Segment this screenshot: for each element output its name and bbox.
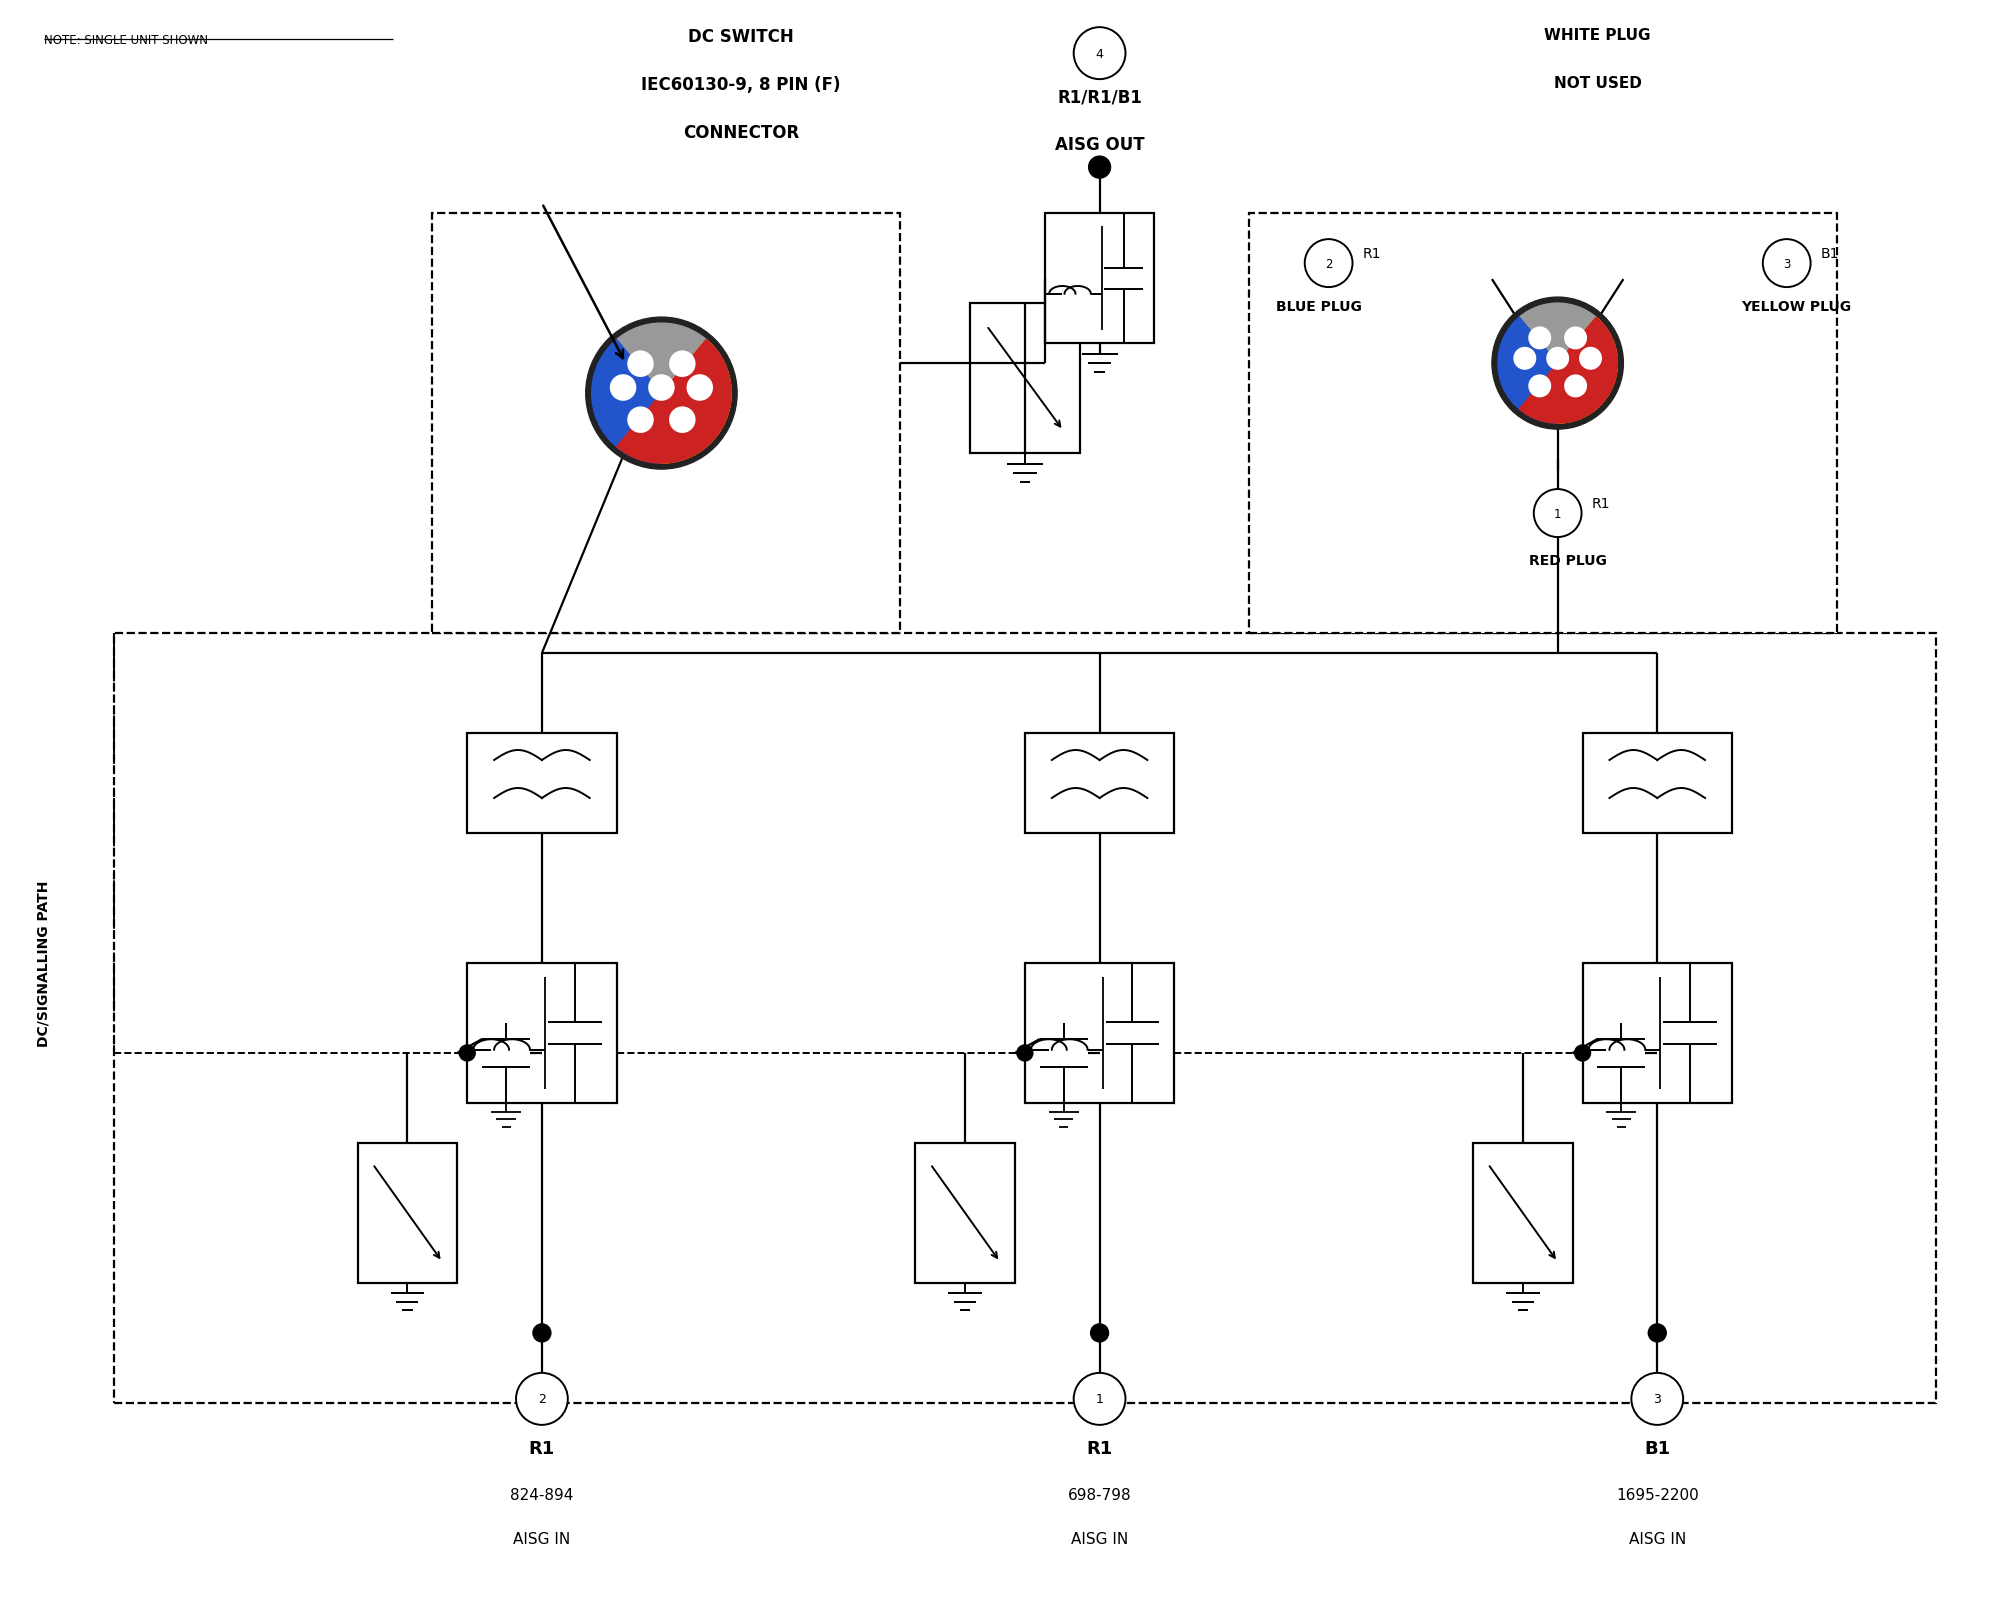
Circle shape bbox=[1564, 376, 1586, 397]
Text: AISG OUT: AISG OUT bbox=[1054, 137, 1144, 154]
Circle shape bbox=[1074, 29, 1126, 80]
Text: 1: 1 bbox=[1096, 1393, 1104, 1406]
Text: RED PLUG: RED PLUG bbox=[1528, 554, 1606, 567]
Bar bbox=[1024, 733, 1174, 834]
Circle shape bbox=[1492, 297, 1624, 429]
Circle shape bbox=[1016, 1045, 1032, 1061]
Text: BLUE PLUG: BLUE PLUG bbox=[1276, 301, 1362, 313]
Text: AISG IN: AISG IN bbox=[1628, 1531, 1686, 1546]
Wedge shape bbox=[1558, 318, 1618, 424]
Circle shape bbox=[1648, 1324, 1666, 1342]
Circle shape bbox=[628, 408, 654, 432]
Wedge shape bbox=[616, 325, 706, 394]
Circle shape bbox=[1304, 239, 1352, 288]
Text: 824-894: 824-894 bbox=[510, 1486, 574, 1503]
Text: DC SWITCH: DC SWITCH bbox=[688, 29, 794, 47]
Circle shape bbox=[648, 376, 674, 400]
Bar bbox=[1044, 214, 1154, 344]
Bar bbox=[1248, 214, 1836, 633]
Circle shape bbox=[1762, 239, 1810, 288]
Text: 698-798: 698-798 bbox=[1068, 1486, 1132, 1503]
Text: R1: R1 bbox=[1086, 1438, 1112, 1458]
Text: 2: 2 bbox=[1324, 257, 1332, 270]
Text: WHITE PLUG: WHITE PLUG bbox=[1544, 29, 1650, 43]
Text: R1: R1 bbox=[1362, 247, 1380, 260]
Circle shape bbox=[688, 376, 712, 400]
Circle shape bbox=[1534, 490, 1582, 538]
Text: NOTE: SINGLE UNIT SHOWN: NOTE: SINGLE UNIT SHOWN bbox=[44, 34, 208, 47]
Text: R1: R1 bbox=[1592, 497, 1610, 511]
Wedge shape bbox=[616, 341, 732, 464]
Wedge shape bbox=[592, 341, 662, 464]
Bar bbox=[1474, 1143, 1572, 1282]
Text: 4: 4 bbox=[1096, 48, 1104, 61]
Bar bbox=[1024, 963, 1174, 1104]
Text: DC/SIGNALLING PATH: DC/SIGNALLING PATH bbox=[36, 881, 52, 1046]
Text: R1: R1 bbox=[528, 1438, 556, 1458]
Text: B1: B1 bbox=[1820, 247, 1840, 260]
Text: 3: 3 bbox=[1784, 257, 1790, 270]
Text: CONNECTOR: CONNECTOR bbox=[682, 124, 800, 141]
Text: R1/R1/B1: R1/R1/B1 bbox=[1058, 88, 1142, 106]
Circle shape bbox=[532, 1324, 550, 1342]
Circle shape bbox=[516, 1372, 568, 1425]
Circle shape bbox=[670, 408, 694, 432]
Circle shape bbox=[1574, 1045, 1590, 1061]
Circle shape bbox=[586, 318, 738, 469]
Text: 1695-2200: 1695-2200 bbox=[1616, 1486, 1698, 1503]
Circle shape bbox=[628, 352, 654, 378]
Wedge shape bbox=[1498, 318, 1558, 424]
Text: AISG IN: AISG IN bbox=[1070, 1531, 1128, 1546]
Wedge shape bbox=[1520, 304, 1596, 363]
Bar bbox=[468, 733, 616, 834]
Text: IEC60130-9, 8 PIN (F): IEC60130-9, 8 PIN (F) bbox=[642, 76, 840, 95]
Circle shape bbox=[1528, 328, 1550, 349]
Text: NOT USED: NOT USED bbox=[1554, 76, 1642, 92]
Circle shape bbox=[1090, 1324, 1108, 1342]
Circle shape bbox=[1564, 328, 1586, 349]
Text: 1: 1 bbox=[1554, 508, 1562, 521]
Bar bbox=[432, 214, 900, 633]
Circle shape bbox=[670, 352, 694, 378]
Bar bbox=[1582, 963, 1732, 1104]
Bar bbox=[114, 633, 1936, 1403]
Bar bbox=[970, 304, 1080, 453]
Bar bbox=[358, 1143, 458, 1282]
Circle shape bbox=[1546, 349, 1568, 370]
Bar bbox=[1582, 733, 1732, 834]
Bar bbox=[916, 1143, 1014, 1282]
Circle shape bbox=[1514, 349, 1536, 370]
Text: 3: 3 bbox=[1654, 1393, 1662, 1406]
Bar bbox=[468, 963, 616, 1104]
Text: AISG IN: AISG IN bbox=[514, 1531, 570, 1546]
Circle shape bbox=[1580, 349, 1602, 370]
Circle shape bbox=[460, 1045, 476, 1061]
Circle shape bbox=[1074, 1372, 1126, 1425]
Text: 2: 2 bbox=[538, 1393, 546, 1406]
Circle shape bbox=[1088, 157, 1110, 178]
Text: B1: B1 bbox=[1644, 1438, 1670, 1458]
Circle shape bbox=[1632, 1372, 1684, 1425]
Text: YELLOW PLUG: YELLOW PLUG bbox=[1742, 301, 1852, 313]
Wedge shape bbox=[1520, 318, 1618, 424]
Wedge shape bbox=[662, 341, 732, 464]
Circle shape bbox=[1528, 376, 1550, 397]
Circle shape bbox=[610, 376, 636, 400]
